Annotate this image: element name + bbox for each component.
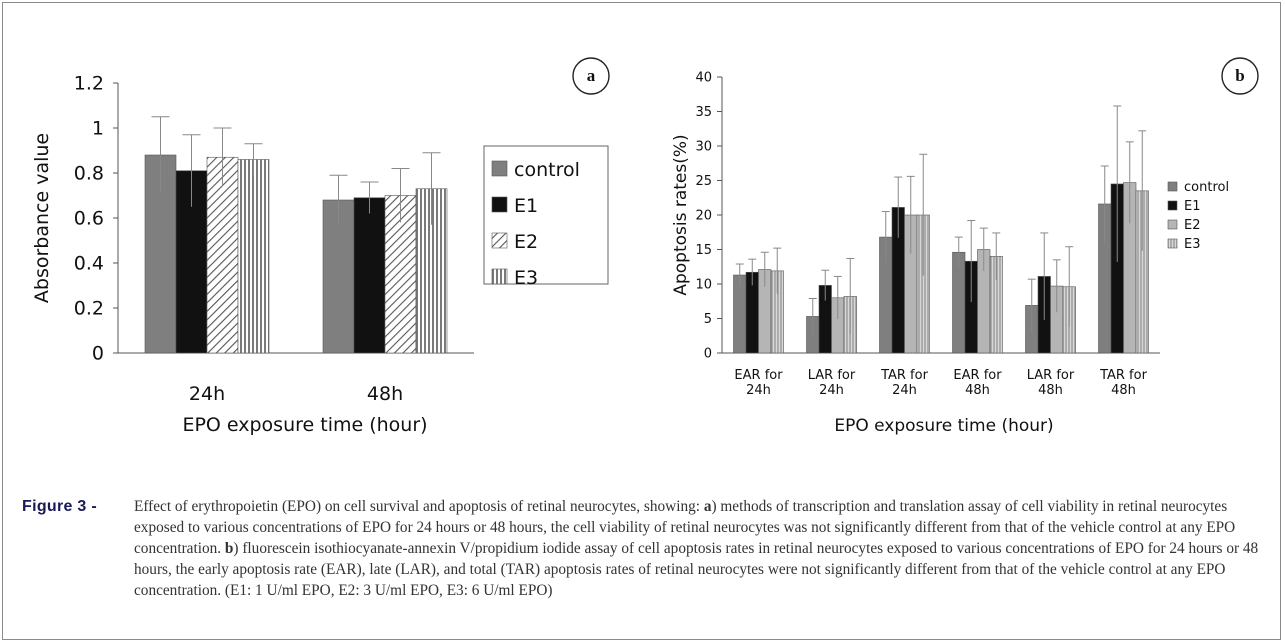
y-tick-label: 35 (695, 105, 712, 120)
y-tick-label: 15 (695, 243, 712, 258)
caption-text: Effect of erythropoietin (EPO) on cell s… (134, 498, 1259, 599)
bar (353, 197, 386, 354)
legend-label: E3 (1184, 237, 1201, 252)
y-tick-label: 25 (695, 174, 712, 189)
x-tick-label: EAR for (953, 368, 1002, 383)
bar (237, 159, 270, 354)
x-tick-label: LAR for (1027, 368, 1075, 383)
legend-swatch (1167, 219, 1178, 230)
x-tick-label: 48h (367, 383, 403, 405)
x-tick-label: 24h (189, 383, 225, 405)
legend-swatch (491, 232, 508, 249)
legend-swatch (491, 160, 508, 177)
y-tick-label: 0.4 (74, 253, 104, 275)
legend-label: control (1184, 180, 1229, 195)
legend-swatch (1167, 181, 1178, 192)
x-tick-label: 48h (1038, 383, 1063, 398)
legend-swatch (1167, 238, 1178, 249)
legend-box (483, 145, 609, 285)
legend-label: control (514, 159, 580, 181)
x-axis-label: EPO exposure time (hour) (182, 414, 427, 436)
y-axis-label: Absorbance value (31, 133, 53, 303)
panel-letter: a (587, 66, 596, 85)
legend-label: E2 (1184, 218, 1201, 233)
x-tick-label: TAR for (880, 368, 929, 383)
x-tick-label: 24h (892, 383, 917, 398)
x-axis-label: EPO exposure time (hour) (834, 416, 1053, 436)
bar (733, 274, 747, 354)
legend-label: E1 (1184, 199, 1201, 214)
y-tick-label: 40 (695, 71, 712, 86)
legend-label: E3 (514, 267, 538, 289)
x-tick-label: 48h (965, 383, 990, 398)
y-tick-label: 30 (695, 140, 712, 155)
y-tick-label: 0.2 (74, 298, 104, 320)
panel-letter: b (1235, 66, 1244, 85)
legend-swatch (1167, 200, 1178, 211)
legend-swatch (491, 196, 508, 213)
y-tick-label: 0.6 (74, 208, 104, 230)
y-tick-label: 0.8 (74, 163, 104, 185)
y-tick-label: 0 (92, 343, 104, 365)
x-tick-label: 24h (746, 383, 771, 398)
x-tick-label: 24h (819, 383, 844, 398)
x-tick-label: LAR for (808, 368, 856, 383)
legend-swatch (491, 268, 508, 285)
y-tick-label: 1 (92, 118, 104, 140)
legend-label: E1 (514, 195, 538, 217)
legend-label: E2 (514, 231, 538, 253)
y-tick-label: 10 (695, 278, 712, 293)
x-tick-label: TAR for (1099, 368, 1148, 383)
figure-label: Figure 3 - (22, 498, 98, 515)
panel-badge (1221, 57, 1259, 95)
y-tick-label: 1.2 (74, 73, 104, 95)
x-tick-label: EAR for (734, 368, 783, 383)
figure-caption: Figure 3 - Effect of erythropoietin (EPO… (22, 496, 1262, 601)
y-tick-label: 20 (695, 209, 712, 224)
y-tick-label: 5 (704, 312, 712, 327)
panel-badge (572, 57, 610, 95)
y-tick-label: 0 (704, 347, 712, 362)
bar (206, 156, 239, 354)
y-axis-label: Apoptosis rates(%) (671, 134, 691, 295)
x-tick-label: 48h (1111, 383, 1136, 398)
